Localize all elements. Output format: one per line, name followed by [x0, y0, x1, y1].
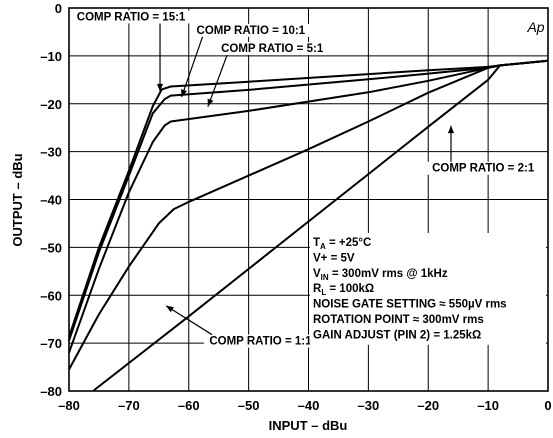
- series-label-arrowhead: [447, 125, 455, 134]
- series-label-bg: [219, 42, 329, 56]
- series-label-bg: [203, 334, 314, 348]
- annotation-line: NOISE GATE SETTING ≈ 550µV rms: [313, 299, 507, 311]
- series-label-leader: [165, 305, 213, 336]
- annotation-bg: [310, 233, 546, 345]
- series-lines: [68, 59, 549, 392]
- y-axis-label: OUTPUT – dBu: [10, 153, 25, 246]
- grid: [68, 7, 549, 392]
- series-label-arrowhead: [181, 89, 187, 97]
- plot-frame: [68, 7, 549, 392]
- series-label-leader: [180, 36, 204, 98]
- series-line: [68, 59, 549, 370]
- x-tick-label: –80: [58, 398, 80, 413]
- series-label: COMP RATIO = 15:1: [77, 11, 186, 23]
- y-tick-label: –80: [40, 384, 62, 399]
- annotation-line: TA = +25°C: [313, 237, 371, 251]
- x-tick-label: –10: [477, 398, 499, 413]
- y-tick-label: –20: [40, 97, 62, 112]
- series-line: [92, 59, 549, 392]
- series-label: COMP RATIO = 2:1: [432, 163, 535, 175]
- x-tick-label: 0: [544, 398, 551, 413]
- annotation-line: RL = 100kΩ: [313, 283, 374, 297]
- series-label: COMP RATIO = 10:1: [197, 25, 306, 37]
- x-tick-label: –20: [417, 398, 439, 413]
- series-label: COMP RATIO = 5:1: [221, 43, 324, 55]
- y-tick-label: –50: [40, 240, 62, 255]
- x-tick-label: –40: [298, 398, 320, 413]
- series-label: COMP RATIO = 1:1: [209, 336, 312, 348]
- x-tick-label: –50: [238, 398, 260, 413]
- series-label-bg: [74, 10, 191, 24]
- y-tick-label: –10: [40, 49, 62, 64]
- y-tick-label: 0: [55, 1, 62, 16]
- series-label-bg: [426, 161, 537, 175]
- y-tick-label: –30: [40, 145, 62, 160]
- y-tick-label: –70: [40, 336, 62, 351]
- annotation-line: V+ = 5V: [313, 252, 355, 264]
- series-label-arrowhead: [156, 83, 164, 92]
- tick-labels: –80 –70 –60 –50 –40 –30 –20 –10 0 0 –10 –20 –30 –40 –5…: [40, 1, 551, 413]
- x-tick-label: –60: [178, 398, 200, 413]
- series-label-leader: [207, 54, 228, 107]
- y-tick-label: –40: [40, 193, 62, 208]
- series-label-arrowhead: [207, 98, 214, 107]
- x-tick-label: –70: [118, 398, 140, 413]
- series-label-arrowhead: [166, 305, 174, 313]
- annotation-line: VIN = 300mV rms @ 1kHz: [313, 268, 448, 282]
- x-tick-label: –30: [358, 398, 380, 413]
- annotation-line: ROTATION POINT ≈ 300mV rms: [313, 314, 484, 326]
- y-tick-label: –60: [40, 288, 62, 303]
- series-labels: COMP RATIO = 15:1 COMP RATIO = 10:1 COMP R…: [74, 10, 537, 348]
- annotation-line: GAIN ADJUST (PIN 2) = 1.25kΩ: [313, 329, 481, 341]
- series-label-bg: [194, 23, 311, 37]
- ap-logo: Ap: [526, 19, 544, 35]
- x-axis-label: INPUT – dBu: [269, 418, 348, 433]
